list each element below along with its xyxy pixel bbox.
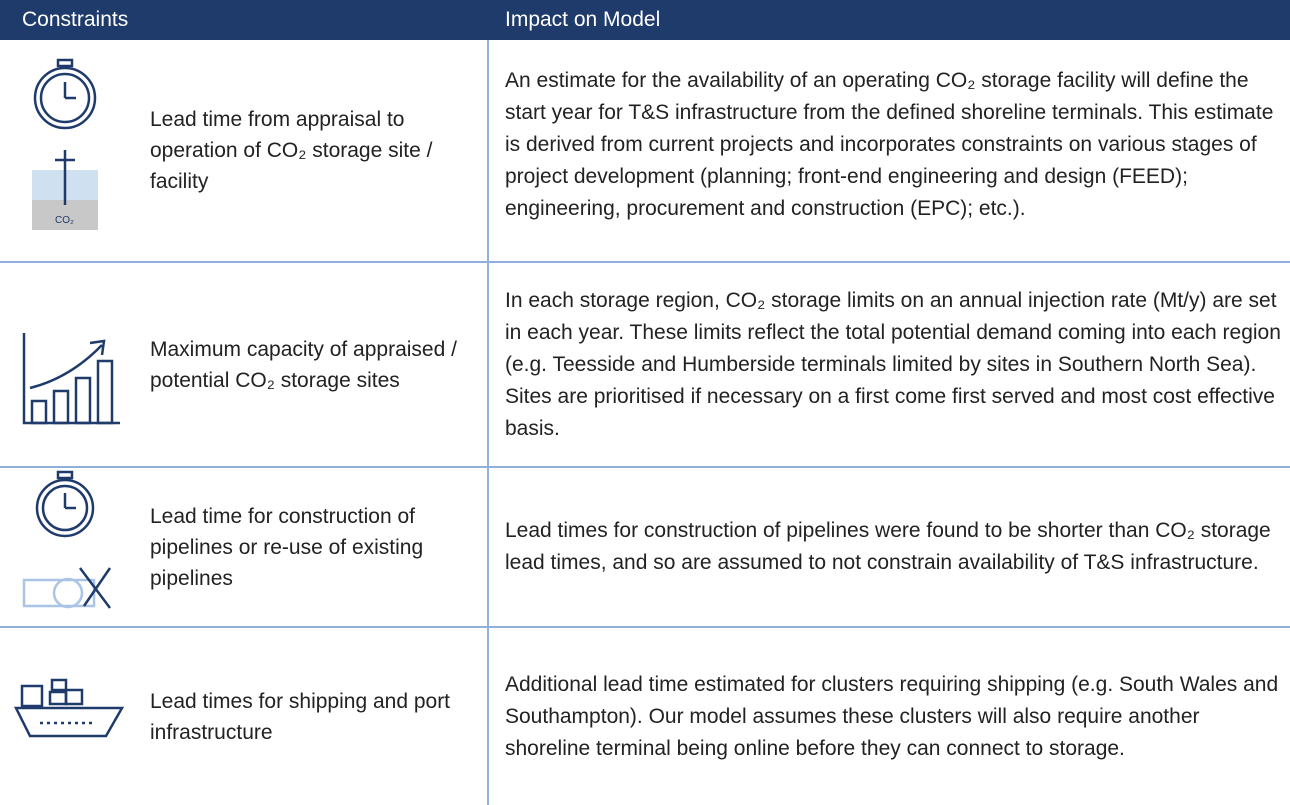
impact-text: An estimate for the availability of an o… <box>505 69 1274 220</box>
impact-cell: In each storage region, CO₂ storage limi… <box>505 263 1285 466</box>
table-row: CO₂ Lead time from appraisal to operatio… <box>0 40 1290 263</box>
constraint-cell: Lead time for construction of pipelines … <box>150 468 470 626</box>
impact-cell: Additional lead time estimated for clust… <box>505 628 1285 805</box>
table-row: Lead time for construction of pipelines … <box>0 468 1290 628</box>
constraint-text: Lead time for construction of pipelines … <box>150 504 424 590</box>
column-divider <box>487 40 489 805</box>
impact-cell: An estimate for the availability of an o… <box>505 40 1285 261</box>
impact-text: In each storage region, CO₂ storage limi… <box>505 288 1281 440</box>
header-row: Constraints Impact on Model <box>0 0 1290 40</box>
table-row: Maximum capacity of appraised / potentia… <box>0 263 1290 468</box>
svg-text:CO₂: CO₂ <box>55 215 74 226</box>
impact-text: Additional lead time estimated for clust… <box>505 672 1279 760</box>
impact-cell: Lead times for construction of pipelines… <box>505 468 1285 626</box>
constraint-text: Lead time from appraisal to operation of… <box>150 108 433 193</box>
header-cell: Constraints <box>22 8 129 31</box>
table-row: Lead times for shipping and port infrast… <box>0 628 1290 805</box>
stopwatch-storage-icon: CO₂ <box>32 58 98 230</box>
impact-text: Lead times for construction of pipelines… <box>505 519 1271 574</box>
header-cell: Impact on Model <box>505 8 661 31</box>
constraint-text: Lead times for shipping and port infrast… <box>150 689 451 744</box>
ship-icon <box>13 678 125 738</box>
constraint-cell: Lead time from appraisal to operation of… <box>150 40 470 261</box>
stopwatch-pipeline-icon <box>22 470 112 609</box>
growth-chart-icon <box>22 333 120 425</box>
constraint-cell: Lead times for shipping and port infrast… <box>150 628 470 805</box>
constraint-text: Maximum capacity of appraised / potentia… <box>150 337 457 392</box>
constraint-cell: Maximum capacity of appraised / potentia… <box>150 263 470 466</box>
